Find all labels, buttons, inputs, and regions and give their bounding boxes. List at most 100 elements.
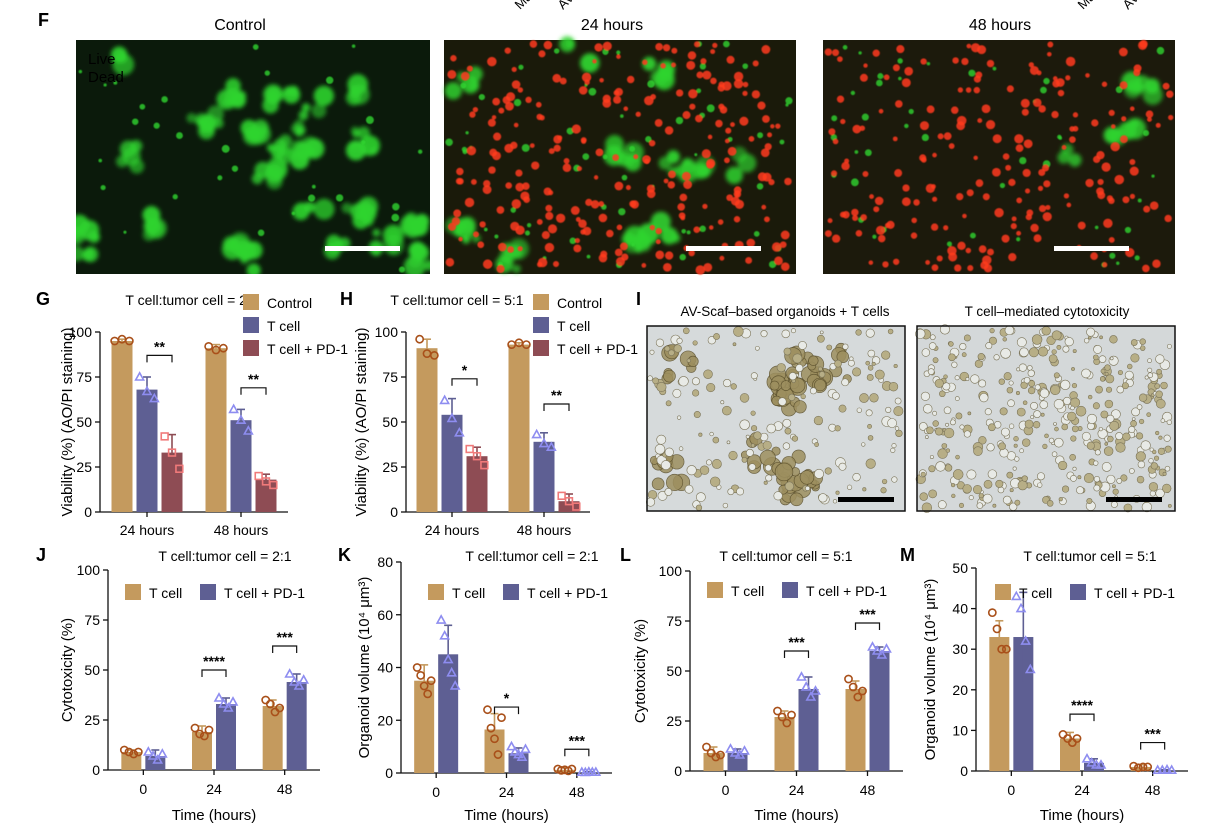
data-point (1129, 761, 1139, 771)
live-cell (1116, 261, 1120, 265)
dead-cell (1047, 41, 1054, 48)
cell (1044, 433, 1049, 439)
y-tick-label: 50 (76, 414, 92, 430)
live-cell (483, 227, 488, 232)
cell (1116, 385, 1125, 394)
legend-swatch (243, 294, 259, 310)
cell (1093, 484, 1101, 492)
dead-cell (536, 219, 543, 225)
x-axis-label: Time (hours) (172, 807, 256, 824)
cell (1086, 441, 1095, 450)
cell (987, 469, 997, 479)
cell (1101, 462, 1112, 472)
data-point (1024, 663, 1036, 674)
cell (1166, 343, 1172, 349)
cell (1070, 397, 1081, 408)
y-axis-label: Organoid volume (10⁴ μm³) (922, 579, 939, 761)
dead-cell (469, 111, 476, 118)
cell (710, 476, 721, 487)
dead-cell (1118, 47, 1128, 57)
cell (1130, 420, 1137, 427)
dead-cell (962, 213, 967, 219)
cell (1058, 460, 1068, 471)
dead-cell (648, 139, 656, 147)
chart-title: T cell:tumor cell = 2:1 (125, 292, 258, 308)
cell (1009, 488, 1014, 493)
cell (1003, 372, 1012, 381)
dead-cell (952, 57, 959, 64)
data-point (218, 343, 228, 353)
y-tick-label: 25 (382, 459, 398, 475)
live-cell (850, 178, 859, 187)
cell (813, 415, 823, 426)
cell (1135, 451, 1146, 462)
dead-cell (545, 204, 553, 212)
data-point (516, 751, 528, 761)
cell (1002, 337, 1007, 342)
live-cell (645, 136, 652, 143)
cell (1123, 503, 1133, 513)
dead-cell (613, 95, 622, 104)
live-cell (284, 148, 294, 158)
x-tick-label: 0 (139, 781, 147, 797)
dead-cell (515, 182, 525, 192)
dead-cell (598, 201, 605, 207)
cell (1087, 335, 1092, 340)
dead-cell (1043, 180, 1051, 188)
cell (1070, 405, 1075, 411)
live-cell (768, 260, 777, 269)
cell (1077, 475, 1082, 480)
dead-cell (595, 148, 604, 157)
dead-cell (751, 90, 761, 99)
chart-h: H T cell:tumor cell = 5:1 0 25 50 75 100 24 hou… (340, 289, 638, 538)
cell (865, 409, 873, 417)
live-cell (478, 93, 485, 101)
dead-cell (677, 203, 686, 211)
dead-cell (599, 77, 604, 83)
cell (869, 393, 879, 403)
data-point (119, 745, 129, 755)
cell (993, 354, 1000, 361)
dead-cell (862, 171, 869, 178)
live-cell (842, 45, 848, 50)
cell (1004, 325, 1015, 336)
cell (934, 378, 944, 388)
live-cell (521, 143, 530, 152)
dead-cell (1077, 221, 1086, 230)
cell (943, 406, 952, 415)
cell (929, 455, 934, 460)
dead-cell (585, 198, 593, 207)
live-cell (350, 203, 366, 220)
dead-cell (1114, 174, 1125, 185)
live-cell (1156, 46, 1165, 55)
x-tick-label: 48 (1145, 782, 1161, 798)
dead-cell (902, 184, 910, 192)
cell (1072, 466, 1077, 471)
cell (921, 502, 933, 513)
live-cell (252, 124, 272, 144)
dead-cell (646, 184, 656, 193)
live-cell (372, 228, 381, 237)
dead-cell (830, 170, 838, 177)
cell (831, 391, 840, 400)
y-tick-label: 100 (659, 563, 683, 579)
live-cell (657, 64, 675, 82)
dead-cell (752, 60, 759, 67)
dead-cell (920, 156, 927, 163)
dead-cell (498, 107, 505, 114)
fluorescence-texture (76, 46, 430, 274)
cell (934, 427, 944, 436)
cell (976, 502, 984, 509)
data-point (439, 394, 451, 405)
organoid-cell (789, 492, 804, 507)
cell (939, 324, 950, 335)
dead-cell (931, 264, 939, 272)
cell (1014, 499, 1021, 506)
cell (1136, 432, 1144, 440)
live-cell (586, 254, 591, 259)
cell (739, 419, 750, 430)
y-tick-label: 0 (390, 504, 398, 520)
live-cell (465, 131, 469, 135)
cell (891, 476, 898, 483)
cell (1086, 327, 1096, 337)
